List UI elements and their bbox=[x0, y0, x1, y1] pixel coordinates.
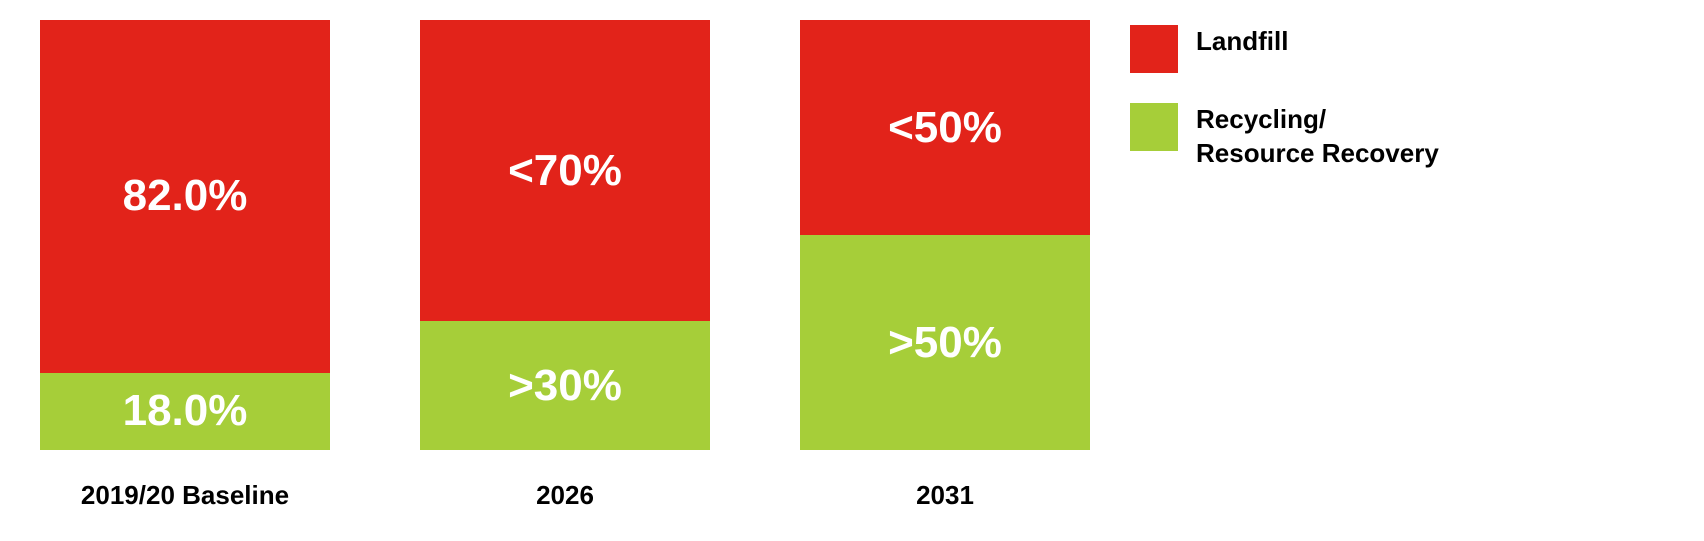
stacked-bar-chart: 82.0% 18.0% 2019/20 Baseline <70% >30% 2026 <5… bbox=[0, 0, 1704, 531]
bar-segment-landfill: 82.0% bbox=[40, 20, 330, 373]
bar-axis-label: 2026 bbox=[536, 480, 594, 511]
legend-label: Recycling/ Resource Recovery bbox=[1196, 103, 1439, 171]
bar-group: <50% >50% 2031 bbox=[800, 20, 1090, 511]
segment-value: 18.0% bbox=[123, 386, 248, 436]
legend-swatch bbox=[1130, 25, 1178, 73]
stacked-bar: <50% >50% bbox=[800, 20, 1090, 450]
segment-value: 82.0% bbox=[123, 171, 248, 221]
bars-area: 82.0% 18.0% 2019/20 Baseline <70% >30% 2026 <5… bbox=[40, 20, 1090, 511]
bar-segment-landfill: <70% bbox=[420, 20, 710, 321]
segment-value: >50% bbox=[888, 318, 1002, 368]
bar-group: <70% >30% 2026 bbox=[420, 20, 710, 511]
bar-segment-landfill: <50% bbox=[800, 20, 1090, 235]
segment-value: <50% bbox=[888, 103, 1002, 153]
stacked-bar: <70% >30% bbox=[420, 20, 710, 450]
segment-value: <70% bbox=[508, 146, 622, 196]
legend-label: Landfill bbox=[1196, 25, 1288, 59]
legend-item-landfill: Landfill bbox=[1130, 25, 1439, 73]
stacked-bar: 82.0% 18.0% bbox=[40, 20, 330, 450]
bar-axis-label: 2019/20 Baseline bbox=[81, 480, 289, 511]
legend: Landfill Recycling/ Resource Recovery bbox=[1130, 20, 1439, 171]
bar-group: 82.0% 18.0% 2019/20 Baseline bbox=[40, 20, 330, 511]
legend-swatch bbox=[1130, 103, 1178, 151]
legend-item-recycling: Recycling/ Resource Recovery bbox=[1130, 103, 1439, 171]
segment-value: >30% bbox=[508, 361, 622, 411]
bar-segment-recycling: >50% bbox=[800, 235, 1090, 450]
bar-axis-label: 2031 bbox=[916, 480, 974, 511]
bar-segment-recycling: 18.0% bbox=[40, 373, 330, 450]
bar-segment-recycling: >30% bbox=[420, 321, 710, 450]
